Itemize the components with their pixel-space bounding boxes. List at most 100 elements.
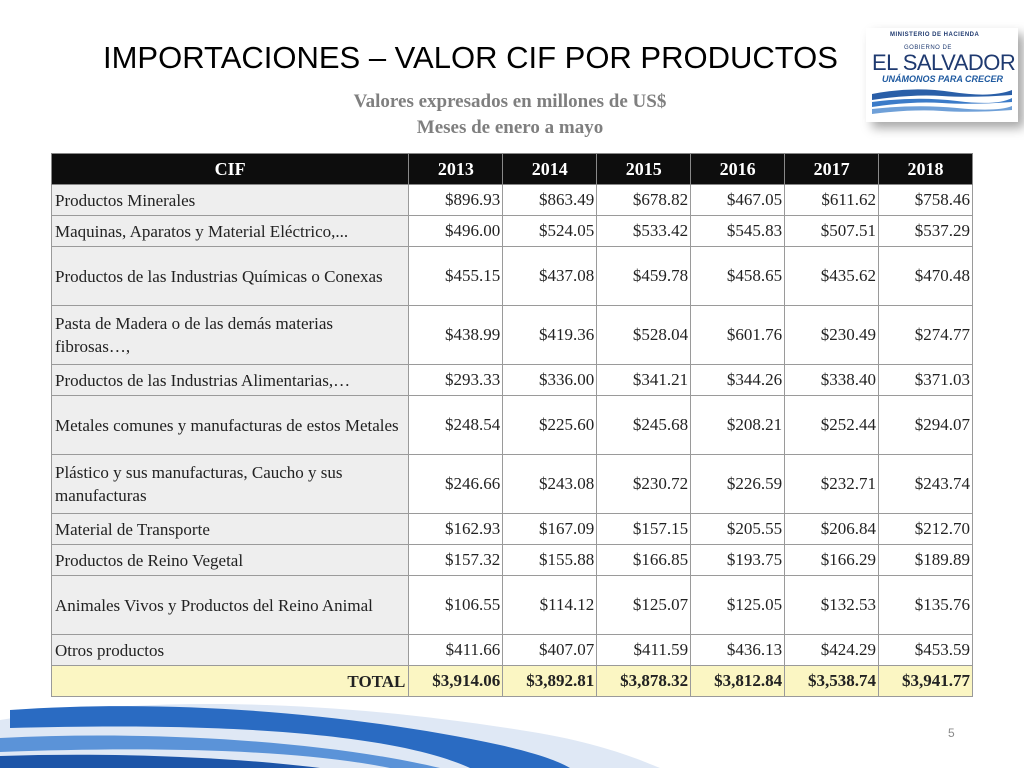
- logo-slogan-text: UNÁMONOS PARA CRECER: [882, 74, 1004, 84]
- slide-title: IMPORTACIONES – VALOR CIF POR PRODUCTOS: [103, 40, 838, 75]
- value-cell: $371.03: [878, 364, 973, 396]
- value-cell: $155.88: [502, 544, 598, 576]
- product-label: Productos de las Industrias Químicas o C…: [50, 246, 410, 306]
- value-cell: $496.00: [408, 215, 504, 247]
- product-label: Pasta de Madera o de las demás materias …: [50, 305, 410, 365]
- value-cell: $208.21: [690, 395, 786, 455]
- value-cell: $167.09: [502, 513, 598, 545]
- value-cell: $162.93: [408, 513, 504, 545]
- value-cell: $252.44: [784, 395, 880, 455]
- value-cell: $507.51: [784, 215, 880, 247]
- logo-government-text: GOBIERNO DE: [904, 45, 952, 51]
- slide-subtitle-period: Meses de enero a mayo: [416, 117, 604, 138]
- value-cell: $166.29: [784, 544, 880, 576]
- value-cell: $863.49: [502, 184, 598, 216]
- logo-waves-icon: [872, 89, 1012, 114]
- value-cell: $411.66: [408, 634, 504, 666]
- value-cell: $245.68: [596, 395, 692, 455]
- value-cell: $189.89: [878, 544, 973, 576]
- value-cell: $438.99: [408, 305, 504, 365]
- value-cell: $537.29: [878, 215, 973, 247]
- value-cell: $758.46: [878, 184, 973, 216]
- value-cell: $293.33: [408, 364, 504, 396]
- table-row: Plástico y sus manufacturas, Caucho y su…: [50, 454, 973, 514]
- value-cell: $524.05: [502, 215, 598, 247]
- value-cell: $533.42: [596, 215, 692, 247]
- table-row: Productos de las Industrias Alimentarias…: [50, 364, 973, 396]
- value-cell: $601.76: [690, 305, 786, 365]
- value-cell: $226.59: [690, 454, 786, 514]
- total-value: $3,941.77: [878, 665, 973, 697]
- value-cell: $453.59: [878, 634, 973, 666]
- slide-subtitle-units: Valores expresados en millones de US$: [353, 91, 667, 112]
- product-label: Otros productos: [50, 634, 410, 666]
- value-cell: $243.08: [502, 454, 598, 514]
- footer-waves-decoration: [0, 703, 660, 768]
- value-cell: $132.53: [784, 575, 880, 635]
- value-cell: $274.77: [878, 305, 973, 365]
- value-cell: $225.60: [502, 395, 598, 455]
- value-cell: $528.04: [596, 305, 692, 365]
- table-row: Otros productos $411.66 $407.07 $411.59 …: [50, 634, 973, 666]
- value-cell: $232.71: [784, 454, 880, 514]
- value-cell: $436.13: [690, 634, 786, 666]
- product-label: Animales Vivos y Productos del Reino Ani…: [50, 575, 410, 635]
- value-cell: $157.32: [408, 544, 504, 576]
- product-label: Material de Transporte: [50, 513, 410, 545]
- value-cell: $294.07: [878, 395, 973, 455]
- value-cell: $248.54: [408, 395, 504, 455]
- table-row: Productos de las Industrias Químicas o C…: [50, 246, 973, 306]
- value-cell: $435.62: [784, 246, 880, 306]
- logo-country-text: EL SALVADOR: [872, 50, 1016, 75]
- value-cell: $338.40: [784, 364, 880, 396]
- value-cell: $125.05: [690, 575, 786, 635]
- table-row: Metales comunes y manufacturas de estos …: [50, 395, 973, 455]
- value-cell: $206.84: [784, 513, 880, 545]
- header-year: 2016: [690, 153, 786, 185]
- value-cell: $230.72: [596, 454, 692, 514]
- product-label: Productos de las Industrias Alimentarias…: [50, 364, 410, 396]
- value-cell: $455.15: [408, 246, 504, 306]
- header-year: 2013: [408, 153, 504, 185]
- total-value: $3,538.74: [784, 665, 880, 697]
- value-cell: $459.78: [596, 246, 692, 306]
- table-header-row: CIF 2013 2014 2015 2016 2017 2018: [50, 153, 973, 185]
- page-number: 5: [948, 726, 955, 740]
- table-row: Maquinas, Aparatos y Material Eléctrico,…: [50, 215, 973, 247]
- value-cell: $424.29: [784, 634, 880, 666]
- total-row: TOTAL $3,914.06 $3,892.81 $3,878.32 $3,8…: [50, 665, 973, 697]
- product-label: Productos de Reino Vegetal: [50, 544, 410, 576]
- product-label: Plástico y sus manufacturas, Caucho y su…: [50, 454, 410, 514]
- value-cell: $230.49: [784, 305, 880, 365]
- total-value: $3,878.32: [596, 665, 692, 697]
- value-cell: $678.82: [596, 184, 692, 216]
- value-cell: $157.15: [596, 513, 692, 545]
- value-cell: $135.76: [878, 575, 973, 635]
- logo-ministry-text: MINISTERIO DE HACIENDA: [890, 32, 980, 38]
- value-cell: $114.12: [502, 575, 598, 635]
- value-cell: $896.93: [408, 184, 504, 216]
- value-cell: $243.74: [878, 454, 973, 514]
- value-cell: $205.55: [690, 513, 786, 545]
- product-label: Maquinas, Aparatos y Material Eléctrico,…: [50, 215, 410, 247]
- value-cell: $470.48: [878, 246, 973, 306]
- header-year: 2014: [502, 153, 598, 185]
- total-value: $3,914.06: [408, 665, 504, 697]
- table-row: Productos Minerales $896.93 $863.49 $678…: [50, 184, 973, 216]
- table-row: Pasta de Madera o de las demás materias …: [50, 305, 973, 365]
- total-value: $3,892.81: [502, 665, 598, 697]
- table-row: Productos de Reino Vegetal $157.32 $155.…: [50, 544, 973, 576]
- header-year: 2015: [596, 153, 692, 185]
- value-cell: $106.55: [408, 575, 504, 635]
- value-cell: $411.59: [596, 634, 692, 666]
- header-year: 2017: [784, 153, 880, 185]
- value-cell: $125.07: [596, 575, 692, 635]
- total-label: TOTAL: [50, 665, 410, 697]
- value-cell: $246.66: [408, 454, 504, 514]
- product-label: Metales comunes y manufacturas de estos …: [50, 395, 410, 455]
- total-value: $3,812.84: [690, 665, 786, 697]
- cif-imports-table: CIF 2013 2014 2015 2016 2017 2018 Produc…: [50, 153, 973, 697]
- value-cell: $166.85: [596, 544, 692, 576]
- value-cell: $336.00: [502, 364, 598, 396]
- value-cell: $545.83: [690, 215, 786, 247]
